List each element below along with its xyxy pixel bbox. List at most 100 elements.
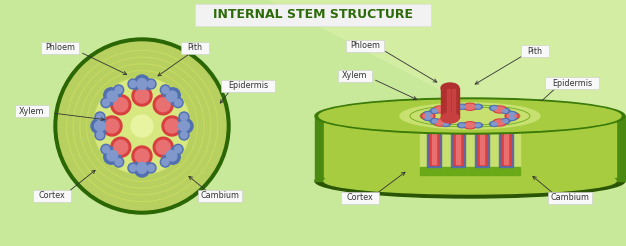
Bar (441, 88, 459, 118)
Ellipse shape (96, 132, 103, 138)
Bar (504, 129, 508, 164)
Ellipse shape (115, 86, 122, 93)
Ellipse shape (167, 91, 177, 102)
Ellipse shape (510, 117, 515, 120)
Text: Xylem: Xylem (19, 107, 44, 116)
Ellipse shape (430, 108, 439, 113)
Ellipse shape (132, 86, 152, 106)
Ellipse shape (423, 113, 433, 119)
Ellipse shape (91, 118, 109, 134)
Ellipse shape (135, 149, 149, 163)
Ellipse shape (424, 116, 433, 121)
Ellipse shape (58, 42, 226, 210)
Ellipse shape (128, 79, 138, 89)
Ellipse shape (493, 106, 506, 113)
FancyBboxPatch shape (341, 192, 379, 204)
Ellipse shape (501, 119, 510, 124)
Bar (420, 167, 520, 175)
Ellipse shape (458, 104, 466, 109)
Text: Epidermis: Epidermis (228, 81, 268, 91)
Bar (477, 128, 487, 165)
Ellipse shape (95, 121, 106, 131)
Ellipse shape (180, 132, 188, 138)
Ellipse shape (465, 123, 475, 128)
Ellipse shape (433, 119, 448, 126)
Ellipse shape (130, 165, 136, 171)
Ellipse shape (495, 107, 505, 112)
Ellipse shape (146, 163, 156, 173)
Ellipse shape (173, 98, 183, 108)
Ellipse shape (435, 107, 445, 112)
Ellipse shape (458, 123, 466, 128)
FancyBboxPatch shape (338, 70, 372, 82)
Ellipse shape (503, 109, 508, 112)
Bar (499, 126, 513, 167)
Bar (447, 89, 450, 117)
Ellipse shape (463, 103, 477, 110)
Ellipse shape (101, 98, 111, 108)
Bar (315, 116, 625, 181)
Ellipse shape (493, 119, 506, 126)
Ellipse shape (501, 108, 510, 113)
Ellipse shape (319, 100, 621, 132)
Ellipse shape (146, 79, 156, 89)
Ellipse shape (137, 78, 147, 90)
Bar (427, 126, 441, 167)
Ellipse shape (105, 119, 119, 133)
Ellipse shape (426, 117, 431, 120)
Ellipse shape (54, 38, 230, 214)
Text: Cortex: Cortex (39, 191, 65, 200)
Ellipse shape (503, 120, 508, 123)
Ellipse shape (104, 147, 121, 164)
Text: Cambium: Cambium (200, 191, 240, 200)
Ellipse shape (134, 159, 150, 177)
Ellipse shape (491, 123, 496, 125)
Text: Pith: Pith (188, 44, 202, 52)
Ellipse shape (107, 151, 118, 161)
Text: Phloem: Phloem (350, 42, 380, 50)
Ellipse shape (130, 80, 136, 88)
Ellipse shape (111, 95, 131, 115)
Ellipse shape (315, 98, 625, 134)
Ellipse shape (180, 113, 188, 121)
Ellipse shape (95, 112, 105, 122)
Ellipse shape (114, 157, 124, 167)
Ellipse shape (421, 112, 435, 120)
Ellipse shape (137, 163, 147, 173)
Ellipse shape (132, 146, 152, 166)
Bar (480, 129, 484, 164)
Ellipse shape (463, 122, 477, 129)
FancyBboxPatch shape (545, 77, 599, 89)
Ellipse shape (459, 124, 464, 127)
Ellipse shape (476, 124, 481, 127)
Ellipse shape (165, 119, 179, 133)
Ellipse shape (175, 99, 182, 106)
Text: Pith: Pith (528, 46, 543, 56)
Ellipse shape (94, 78, 190, 174)
FancyBboxPatch shape (346, 40, 384, 52)
Bar (451, 126, 465, 167)
Bar (420, 124, 520, 169)
Text: Epidermis: Epidermis (552, 78, 592, 88)
Ellipse shape (178, 121, 190, 131)
Bar (324, 116, 616, 177)
Ellipse shape (153, 137, 173, 157)
Bar (452, 89, 455, 117)
Ellipse shape (102, 116, 122, 136)
Ellipse shape (432, 109, 437, 112)
Ellipse shape (507, 113, 517, 119)
FancyBboxPatch shape (195, 4, 431, 26)
Bar (432, 129, 436, 164)
Ellipse shape (96, 113, 103, 121)
Ellipse shape (163, 147, 180, 164)
Ellipse shape (148, 165, 155, 171)
Text: Cambium: Cambium (550, 194, 590, 202)
Ellipse shape (426, 112, 431, 116)
Ellipse shape (114, 140, 128, 154)
Ellipse shape (135, 89, 149, 103)
Ellipse shape (443, 123, 448, 125)
Ellipse shape (400, 103, 540, 129)
Ellipse shape (104, 88, 121, 105)
Ellipse shape (508, 116, 516, 121)
Ellipse shape (324, 168, 616, 194)
